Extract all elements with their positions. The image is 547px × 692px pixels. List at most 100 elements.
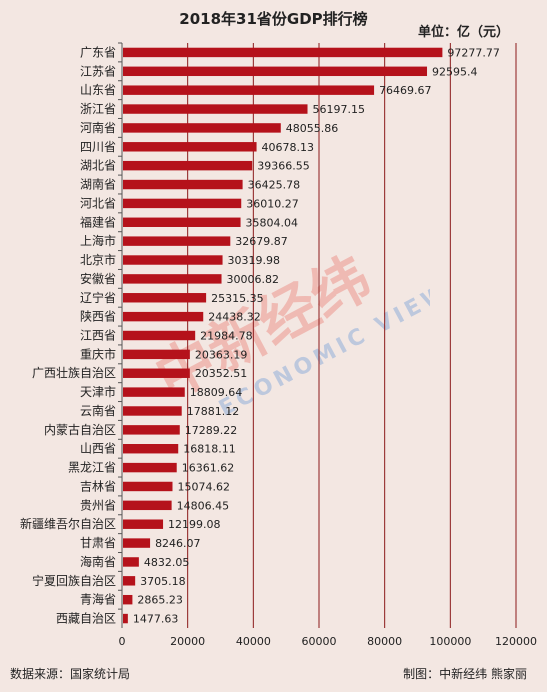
value-label: 39366.55: [257, 160, 310, 173]
category-label: 陕西省: [80, 309, 116, 324]
bar: [123, 462, 177, 473]
value-label: 36425.78: [248, 179, 300, 192]
x-tick-label: 120000: [495, 635, 537, 648]
value-label: 30319.98: [228, 254, 281, 267]
value-label: 30006.82: [227, 273, 280, 286]
value-label: 2865.23: [137, 594, 183, 607]
category-label: 四川省: [80, 140, 116, 154]
value-label: 15074.62: [177, 480, 230, 493]
category-label: 新疆维吾尔自治区: [20, 516, 116, 531]
value-label: 16361.62: [182, 462, 235, 475]
bar: [123, 255, 223, 265]
category-label: 上海市: [80, 233, 116, 248]
value-label: 40678.13: [262, 141, 315, 154]
bar: [123, 613, 128, 624]
bar: [123, 85, 375, 95]
bar: [123, 406, 182, 416]
value-label: 4832.05: [144, 556, 190, 569]
x-tick-label: 0: [119, 635, 126, 648]
category-label: 山东省: [80, 83, 116, 97]
value-label: 14806.45: [177, 499, 230, 512]
category-label: 湖北省: [80, 158, 116, 173]
category-label: 江苏省: [80, 64, 116, 78]
category-label: 江西省: [80, 329, 116, 343]
category-label: 福建省: [80, 214, 116, 229]
value-label: 25315.35: [211, 292, 263, 305]
value-label: 12199.08: [168, 518, 221, 531]
bar: [123, 123, 281, 133]
value-label: 17881.12: [187, 405, 240, 418]
value-label: 97277.77: [447, 46, 500, 59]
category-label: 西藏自治区: [56, 612, 116, 626]
category-label: 青海省: [80, 592, 116, 607]
category-label: 广东省: [80, 45, 116, 59]
value-label: 36010.27: [246, 197, 298, 210]
category-label: 浙江省: [80, 102, 116, 116]
category-label: 北京市: [80, 252, 116, 267]
category-label: 河南省: [80, 120, 116, 135]
category-label: 吉林省: [80, 479, 116, 493]
bar: [123, 198, 242, 209]
category-label: 湖南省: [80, 177, 116, 192]
category-label: 辽宁省: [80, 290, 116, 305]
x-tick-label: 40000: [236, 635, 271, 648]
category-label: 黑龙江省: [68, 461, 116, 475]
x-tick-label: 100000: [429, 635, 471, 648]
category-label: 宁夏回族自治区: [32, 573, 116, 588]
value-label: 20363.19: [195, 348, 248, 361]
x-tick-label: 20000: [170, 635, 205, 648]
category-label: 山西省: [80, 442, 116, 456]
bar: [123, 66, 428, 77]
bar: [123, 274, 222, 284]
bar: [123, 236, 231, 246]
bar: [123, 160, 253, 171]
category-label: 甘肃省: [80, 536, 116, 550]
category-label: 云南省: [80, 403, 116, 418]
category-label: 广西壮族自治区: [32, 366, 116, 380]
bar: [123, 425, 180, 435]
bar: [123, 594, 133, 605]
category-label: 重庆市: [80, 346, 116, 361]
value-label: 76469.67: [379, 84, 432, 97]
value-label: 32679.87: [235, 235, 287, 248]
bar: [123, 349, 190, 360]
x-tick-label: 80000: [367, 635, 402, 648]
category-label: 河北省: [80, 196, 116, 210]
category-label: 安徽省: [80, 271, 116, 286]
category-label: 贵州省: [80, 498, 116, 512]
bar: [123, 368, 190, 378]
value-label: 21984.78: [200, 330, 253, 343]
value-label: 17289.22: [185, 424, 238, 437]
bar: [123, 217, 241, 227]
bar: [123, 104, 308, 114]
category-label: 海南省: [80, 554, 116, 569]
bar: [123, 576, 136, 586]
bar: [123, 481, 173, 492]
bar: [123, 444, 179, 454]
unit-label: 单位：亿（元）: [417, 25, 509, 40]
bar: [123, 47, 443, 58]
chart-credit: 制图：中新经纬 熊家丽: [403, 667, 527, 681]
x-tick-label: 60000: [302, 635, 337, 648]
value-label: 48055.86: [286, 122, 339, 135]
bar: [123, 179, 243, 190]
value-label: 8246.07: [155, 537, 201, 550]
bar: [123, 387, 185, 397]
value-label: 56197.15: [313, 103, 366, 116]
value-label: 16818.11: [183, 443, 236, 456]
value-label: 18809.64: [190, 386, 243, 399]
value-label: 1477.63: [133, 613, 179, 626]
bar: [123, 557, 139, 567]
data-source: 数据来源：国家统计局: [10, 667, 131, 681]
bar: [123, 538, 151, 548]
bar: [123, 293, 207, 303]
bar: [123, 500, 172, 511]
value-label: 35804.04: [246, 216, 298, 229]
bar: [123, 330, 196, 341]
bar: [123, 311, 204, 322]
value-label: 24438.32: [208, 311, 260, 324]
category-label: 内蒙古自治区: [44, 422, 116, 437]
chart-title: 2018年31省份GDP排行榜: [179, 10, 368, 28]
